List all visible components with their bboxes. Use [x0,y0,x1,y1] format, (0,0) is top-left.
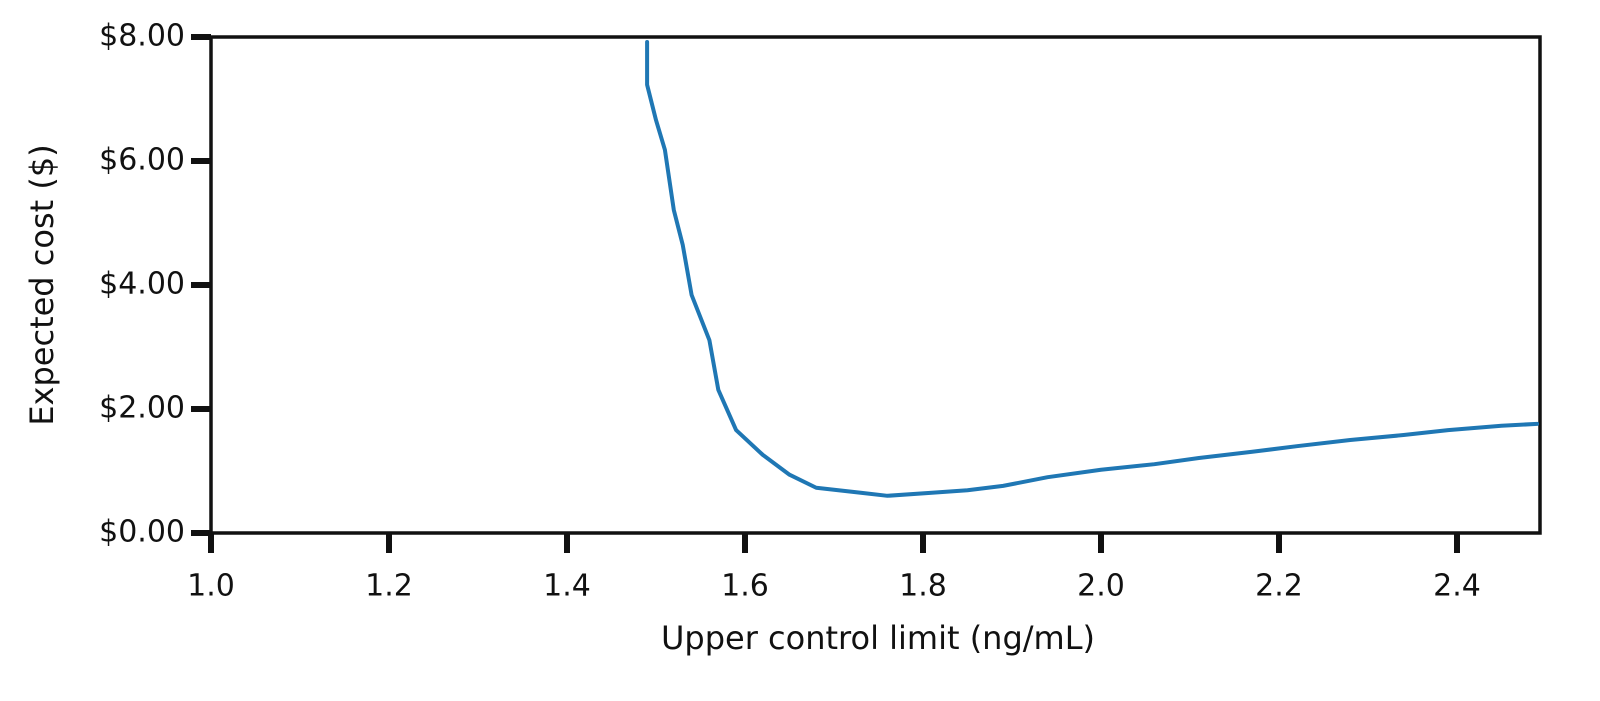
y-tick-label: $4.00 [99,267,185,302]
x-tick-label: 1.6 [721,569,769,604]
x-tick-label: 1.4 [543,569,591,604]
plot-frame [209,35,1542,535]
y-axis-label: Expected cost ($) [23,144,61,425]
x-axis-label: Upper control limit (ng/mL) [661,619,1095,657]
x-tick-label: 2.4 [1433,569,1481,604]
y-tick-label: $2.00 [99,391,185,426]
y-tick-label: $8.00 [99,19,185,54]
x-tick-label: 1.2 [365,569,413,604]
x-tick-label: 2.2 [1255,569,1303,604]
x-tick-label: 2.0 [1077,569,1125,604]
x-tick-label: 1.0 [187,569,235,604]
x-tick-label: 1.8 [899,569,947,604]
data-line [645,39,1540,498]
y-tick-label: $6.00 [99,143,185,178]
y-tick-label: $0.00 [99,515,185,550]
